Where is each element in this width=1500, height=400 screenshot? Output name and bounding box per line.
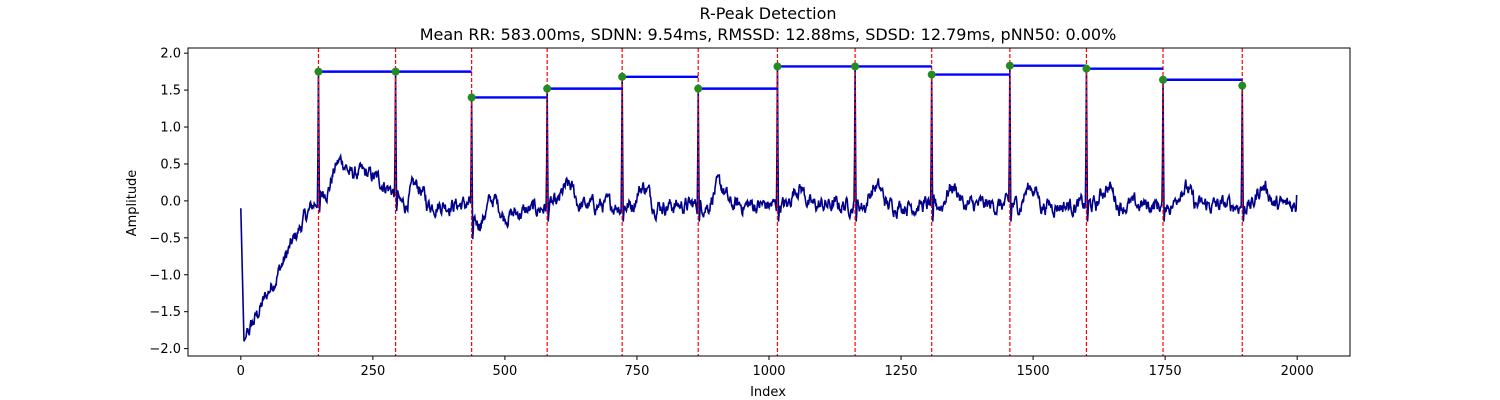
- x-tick-label-750: 750: [625, 364, 650, 379]
- x-tick-label-1500: 1500: [1017, 364, 1050, 379]
- y-tick-label--2: −2.0: [149, 342, 181, 357]
- y-tick-label-1.5: 1.5: [160, 84, 181, 99]
- x-tick-label-250: 250: [360, 364, 385, 379]
- x-tick-label-1750: 1750: [1149, 364, 1182, 379]
- x-tick-label-2000: 2000: [1281, 364, 1314, 379]
- x-tick-label-1000: 1000: [752, 364, 785, 379]
- x-axis-label: Index: [750, 385, 786, 400]
- r-peak-marker-1: [314, 67, 323, 76]
- r-peak-marker-9: [927, 70, 936, 79]
- r-peak-marker-12: [1159, 75, 1168, 84]
- y-tick-label-2: 2.0: [160, 47, 181, 62]
- x-tick-label-500: 500: [492, 364, 517, 379]
- r-peak-marker-8: [851, 62, 860, 71]
- y-tick-label-0.5: 0.5: [160, 157, 181, 172]
- r-peak-marker-2: [391, 67, 400, 76]
- axes: 0 250 500 750 1000 1250 1500 1750 2000 −2.0 −1.5 −1…: [149, 47, 1351, 379]
- x-tick-label-1250: 1250: [884, 364, 917, 379]
- chart-subtitle: Mean RR: 583.00ms, SDNN: 9.54ms, RMSSD: …: [420, 25, 1117, 44]
- y-tick-label--1.5: −1.5: [149, 305, 181, 320]
- y-tick-label-1: 1.0: [160, 121, 181, 136]
- y-axis-label: Amplitude: [125, 170, 140, 237]
- chart-title: R-Peak Detection: [699, 4, 836, 23]
- y-tick-label--0.5: −0.5: [149, 231, 181, 246]
- y-tick-label--1: −1.0: [149, 268, 181, 283]
- r-peak-marker-3: [467, 93, 476, 102]
- r-peak-marker-11: [1082, 64, 1091, 73]
- y-tick-label-0: 0.0: [160, 194, 181, 209]
- ecg-signal-line: [240, 65, 1298, 342]
- r-peak-marker-6: [694, 84, 703, 93]
- x-tick-label-0: 0: [237, 364, 245, 379]
- r-peak-marker-5: [618, 72, 627, 81]
- r-peak-marker-13: [1238, 81, 1247, 90]
- r-peak-marker-7: [773, 62, 782, 71]
- r-peak-marker-4: [543, 84, 552, 93]
- plot-area: [240, 48, 1298, 356]
- r-peak-marker-10: [1005, 61, 1014, 70]
